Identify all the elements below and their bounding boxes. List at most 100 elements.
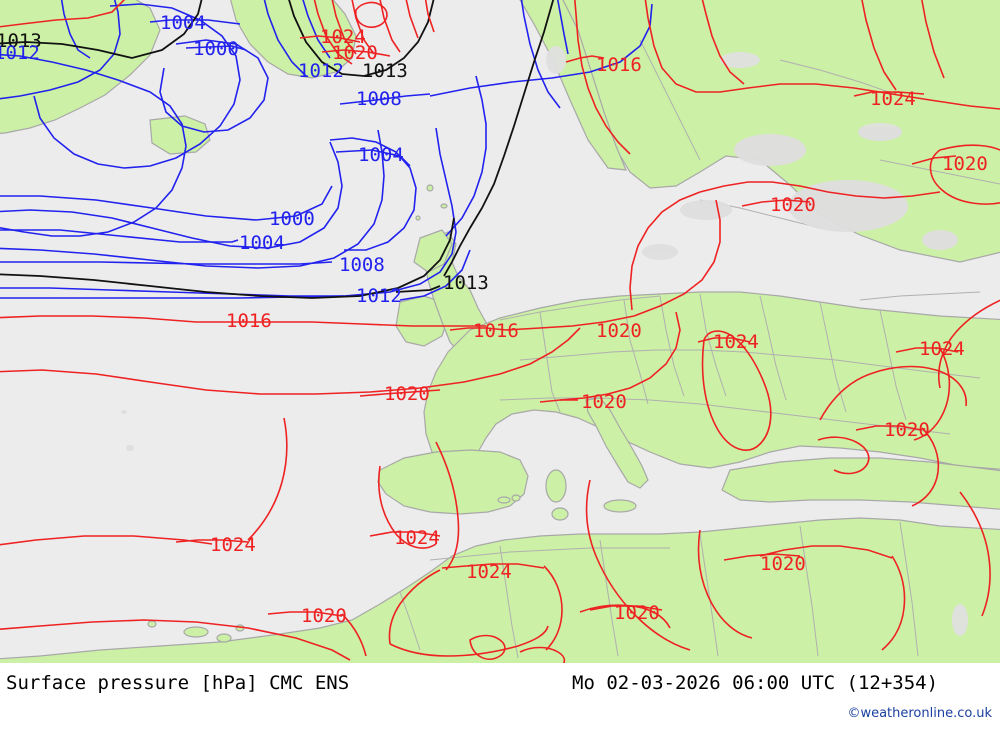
- isobar-red-1020-eur-lbl: [539, 399, 578, 403]
- isobar-1008-ne-lbl: [339, 93, 431, 105]
- isobar-red-1016-brit: [0, 315, 486, 327]
- isobar-red-1020-atl: [0, 327, 581, 395]
- isobar-red-1024-ee: [701, 330, 772, 451]
- contour-label: 1000: [269, 208, 315, 230]
- isobar-blue-northsea: [445, 75, 487, 237]
- isobar-red-1020-naf-lbl: [267, 611, 343, 617]
- isobar-red-g-lbl2: [321, 49, 391, 57]
- isobar-1004-lbl2: [0, 229, 239, 243]
- isobar-red-oval-small2: [519, 646, 566, 663]
- isobar-blue-ne-1: [520, 0, 561, 109]
- contour-label: 1013: [362, 60, 408, 82]
- isobar-red-1024-atl-lbl: [175, 539, 249, 543]
- isobar-red-1024-atl2: [247, 417, 288, 541]
- isobar-red-1016-lbl2: [449, 327, 507, 331]
- isobar-red-1020-atl-lbl: [359, 389, 441, 397]
- isobar-1013-greenland: [288, 0, 435, 77]
- land-small-islands: [415, 184, 448, 221]
- isobar-red-1020-med2: [697, 529, 753, 639]
- isobar-red-1024-naf: [441, 563, 545, 569]
- isobar-red-1024-fe: [819, 365, 967, 421]
- contour-label: 1004: [160, 12, 206, 34]
- contour-label: 1020: [581, 391, 627, 413]
- isobar-red-g6: [424, 0, 435, 33]
- isobar-1000-band: [0, 185, 333, 221]
- isobar-red-1024-top: [701, 0, 745, 85]
- isobars-high: [0, 0, 1000, 663]
- contour-label: 1020: [884, 419, 930, 441]
- footer-valid-time: Mo 02-03-2026 06:00 UTC (12+354): [572, 672, 939, 694]
- land-greenland-east: [230, 0, 357, 79]
- isobar-1013-uk: [443, 0, 555, 277]
- isobar-red-1016-brit2: [505, 199, 721, 331]
- isobar-red-1016-lbl: [565, 55, 605, 63]
- isobar-red-1024-naf2: [388, 569, 441, 645]
- isobar-red-1020-se: [817, 436, 870, 475]
- isobar-blue-uk: [399, 249, 471, 301]
- isobar-red-oval-small: [469, 634, 506, 660]
- contour-label: 1024: [466, 561, 512, 583]
- contour-label: 1016: [226, 310, 272, 332]
- isobar-red-nw: [0, 0, 126, 28]
- isobar-red-1024-naf3: [543, 565, 563, 651]
- isobar-blue-greenland-b: [302, 0, 331, 59]
- isobar-red-1024-iberia2: [435, 441, 460, 571]
- isobar-red-1024-iberia: [377, 465, 437, 549]
- contour-label: 1016: [473, 320, 519, 342]
- isobar-red-1020-eur: [559, 311, 681, 401]
- isobar-red-1020-naf-e-lbl: [589, 605, 663, 611]
- isobar-blue-topleft: [0, 0, 121, 100]
- isobar-1000-lbl: [185, 45, 247, 51]
- land-canary-islands: [147, 620, 245, 643]
- isobar-red-eg-2: [635, 615, 691, 651]
- pressure-contour-map[interactable]: 1013 1012 1004 1000 1024 1020 1012 1013 …: [0, 0, 1000, 663]
- contour-label: 1024: [870, 88, 916, 110]
- isobar-red-eg-1: [585, 479, 637, 617]
- isobar-red-1024-naf4: [389, 625, 549, 657]
- contour-label: 1020: [332, 42, 378, 64]
- isobar-red-1024-ib-lbl: [369, 531, 441, 537]
- contour-label: 1004: [239, 232, 285, 254]
- isobar-red-1020-med-lbl: [723, 553, 801, 561]
- isobar-red-g5: [405, 0, 419, 39]
- isobar-red-g-lbl: [299, 35, 361, 43]
- isobar-red-1024-lbl: [853, 91, 925, 97]
- isobar-red-ne-2: [921, 0, 945, 79]
- isobar-red-1020-a: [699, 181, 941, 199]
- isobar-red-1020-se-lbl: [855, 425, 923, 431]
- map-svg: [0, 0, 1000, 663]
- isobar-blue-0: [60, 0, 91, 59]
- isobar-1004-label-line: [149, 19, 241, 25]
- terrain-detail: [121, 46, 968, 636]
- isobar-1004-iceland: [329, 137, 417, 251]
- isobar-red-1016-nor: [574, 0, 631, 155]
- contour-label: 1012: [0, 42, 40, 64]
- contour-label: 1013: [443, 272, 489, 294]
- contour-label: 1012: [356, 285, 402, 307]
- contour-label: 1012: [298, 60, 344, 82]
- isobar-red-g4: [379, 0, 401, 53]
- land-turkey: [721, 457, 1000, 510]
- land-scotland: [413, 229, 453, 273]
- contour-label: 1016: [596, 54, 642, 76]
- isobar-1000-inner: [159, 39, 269, 133]
- contour-label: 1020: [384, 383, 430, 405]
- isobar-red-1020-naf2: [341, 613, 367, 657]
- land-north-africa: [0, 517, 1000, 663]
- copyright-link[interactable]: ©weatheronline.co.uk: [847, 706, 992, 721]
- isobar-1013-topleft: [0, 0, 203, 59]
- contour-label: 1000: [193, 38, 239, 60]
- isobar-red-1020-naf: [0, 619, 351, 661]
- land-ireland: [395, 295, 449, 347]
- contour-label: 1024: [919, 338, 965, 360]
- isobar-1008-north: [429, 3, 653, 97]
- isobar-red-1020-ne-lbl: [911, 155, 957, 165]
- isobar-1004-lower: [0, 141, 343, 249]
- contour-label: 1004: [358, 144, 404, 166]
- contour-label: 1024: [210, 534, 256, 556]
- isobar-red-lev: [959, 491, 991, 617]
- contour-label: 1020: [770, 194, 816, 216]
- isobar-red-turkey: [938, 299, 1000, 389]
- isobar-red-1020-med: [759, 545, 893, 559]
